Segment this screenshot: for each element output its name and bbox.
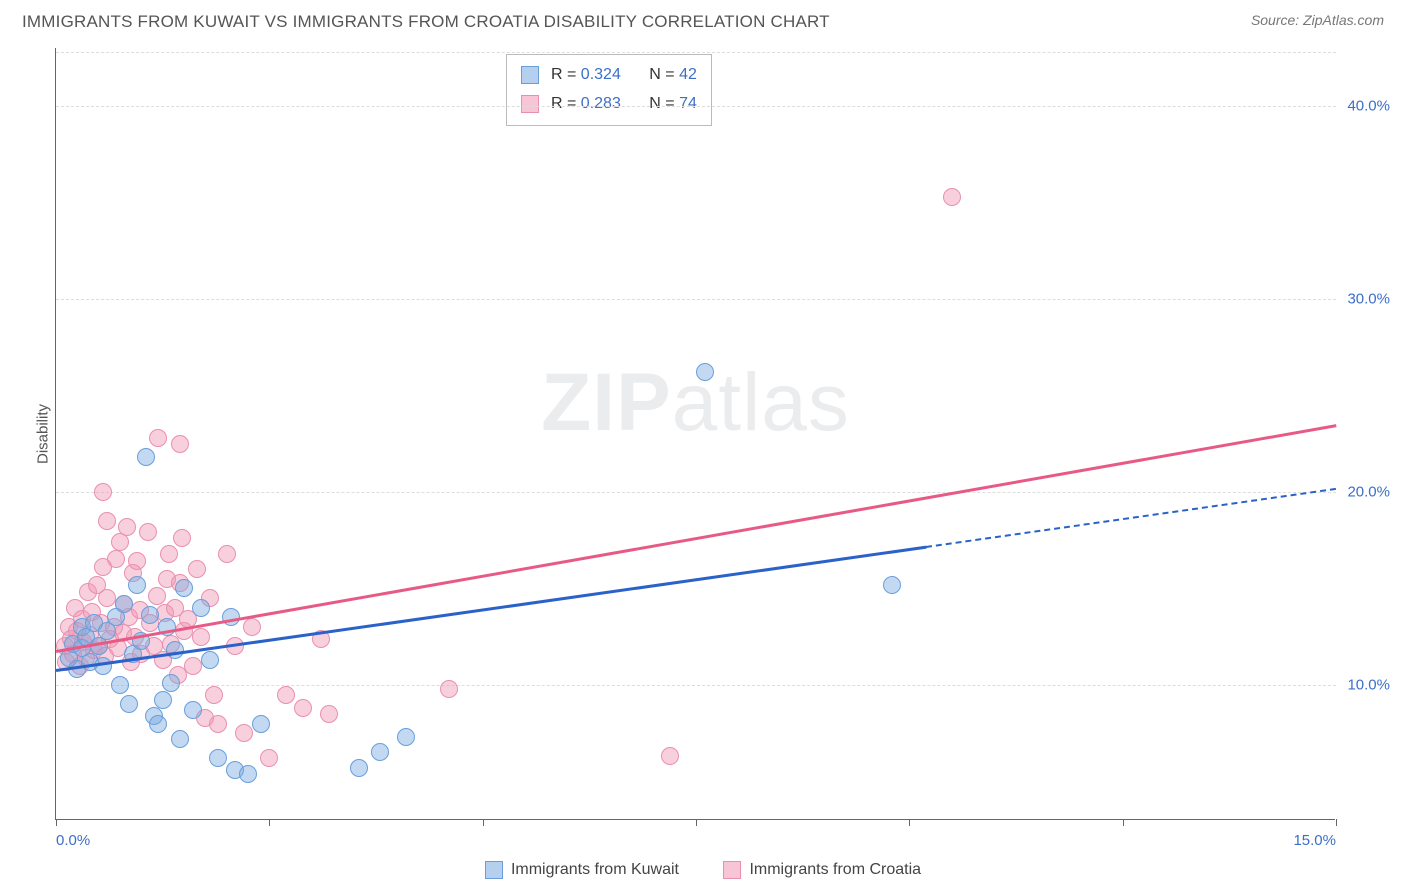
x-tick-label: 15.0% <box>1293 832 1336 849</box>
scatter-point <box>175 579 193 597</box>
scatter-point <box>171 730 189 748</box>
x-tick <box>909 819 910 826</box>
scatter-point <box>149 715 167 733</box>
scatter-point <box>149 429 167 447</box>
y-tick-label: 10.0% <box>1340 676 1390 693</box>
scatter-point <box>162 674 180 692</box>
trend-line <box>926 488 1336 548</box>
scatter-point <box>277 686 295 704</box>
stats-row-a: R = 0.324 N = 42 <box>521 61 697 90</box>
x-tick-label: 0.0% <box>56 832 90 849</box>
x-tick <box>1123 819 1124 826</box>
legend-item-kuwait: Immigrants from Kuwait <box>485 861 679 879</box>
scatter-point <box>205 686 223 704</box>
scatter-point <box>188 560 206 578</box>
swatch-croatia-icon <box>521 95 539 113</box>
scatter-point <box>94 483 112 501</box>
chart-container: Disability ZIPatlas R = 0.324 N = 42 R =… <box>55 48 1390 820</box>
legend-item-croatia: Immigrants from Croatia <box>723 861 921 879</box>
scatter-point <box>120 695 138 713</box>
gridline <box>56 106 1336 107</box>
scatter-point <box>201 651 219 669</box>
scatter-point <box>137 448 155 466</box>
scatter-point <box>184 657 202 675</box>
scatter-point <box>239 765 257 783</box>
scatter-point <box>440 680 458 698</box>
y-axis-label: Disability <box>35 404 52 464</box>
bottom-legend: Immigrants from Kuwait Immigrants from C… <box>0 861 1406 884</box>
scatter-point <box>141 606 159 624</box>
scatter-point <box>209 749 227 767</box>
scatter-point <box>118 518 136 536</box>
scatter-point <box>115 595 133 613</box>
scatter-point <box>350 759 368 777</box>
scatter-point <box>111 533 129 551</box>
scatter-point <box>371 743 389 761</box>
scatter-point <box>154 691 172 709</box>
scatter-point <box>98 512 116 530</box>
x-tick <box>56 819 57 826</box>
scatter-point <box>661 747 679 765</box>
scatter-point <box>243 618 261 636</box>
chart-source: Source: ZipAtlas.com <box>1251 12 1384 28</box>
x-tick <box>483 819 484 826</box>
scatter-point <box>235 724 253 742</box>
trend-line <box>56 424 1336 652</box>
stats-row-b: R = 0.283 N = 74 <box>521 90 697 119</box>
gridline <box>56 685 1336 686</box>
scatter-point <box>160 545 178 563</box>
scatter-point <box>397 728 415 746</box>
scatter-point <box>107 550 125 568</box>
stats-legend: R = 0.324 N = 42 R = 0.283 N = 74 <box>506 54 712 126</box>
scatter-point <box>696 363 714 381</box>
y-tick-label: 40.0% <box>1340 97 1390 114</box>
scatter-point <box>148 587 166 605</box>
scatter-point <box>171 435 189 453</box>
legend-label: Immigrants from Croatia <box>749 861 921 879</box>
scatter-point <box>90 637 108 655</box>
scatter-point <box>294 699 312 717</box>
swatch-kuwait-icon <box>521 66 539 84</box>
scatter-point <box>173 529 191 547</box>
y-tick-label: 30.0% <box>1340 290 1390 307</box>
gridline <box>56 492 1336 493</box>
scatter-point <box>111 676 129 694</box>
scatter-point <box>139 523 157 541</box>
scatter-point <box>218 545 236 563</box>
scatter-point <box>252 715 270 733</box>
chart-title: IMMIGRANTS FROM KUWAIT VS IMMIGRANTS FRO… <box>22 12 830 32</box>
swatch-kuwait-icon <box>485 861 503 879</box>
gridline <box>56 52 1336 53</box>
scatter-point <box>260 749 278 767</box>
scatter-point <box>883 576 901 594</box>
scatter-point <box>209 715 227 733</box>
x-tick <box>269 819 270 826</box>
scatter-point <box>943 188 961 206</box>
y-tick-label: 20.0% <box>1340 483 1390 500</box>
scatter-point <box>320 705 338 723</box>
x-tick <box>696 819 697 826</box>
scatter-point <box>98 589 116 607</box>
scatter-point <box>184 701 202 719</box>
scatter-point <box>128 552 146 570</box>
x-tick <box>1336 819 1337 826</box>
scatter-point <box>128 576 146 594</box>
scatter-point <box>192 599 210 617</box>
trend-line <box>56 546 927 672</box>
legend-label: Immigrants from Kuwait <box>511 861 679 879</box>
gridline <box>56 299 1336 300</box>
plot-area: ZIPatlas R = 0.324 N = 42 R = 0.283 N = … <box>55 48 1335 820</box>
scatter-point <box>192 628 210 646</box>
swatch-croatia-icon <box>723 861 741 879</box>
